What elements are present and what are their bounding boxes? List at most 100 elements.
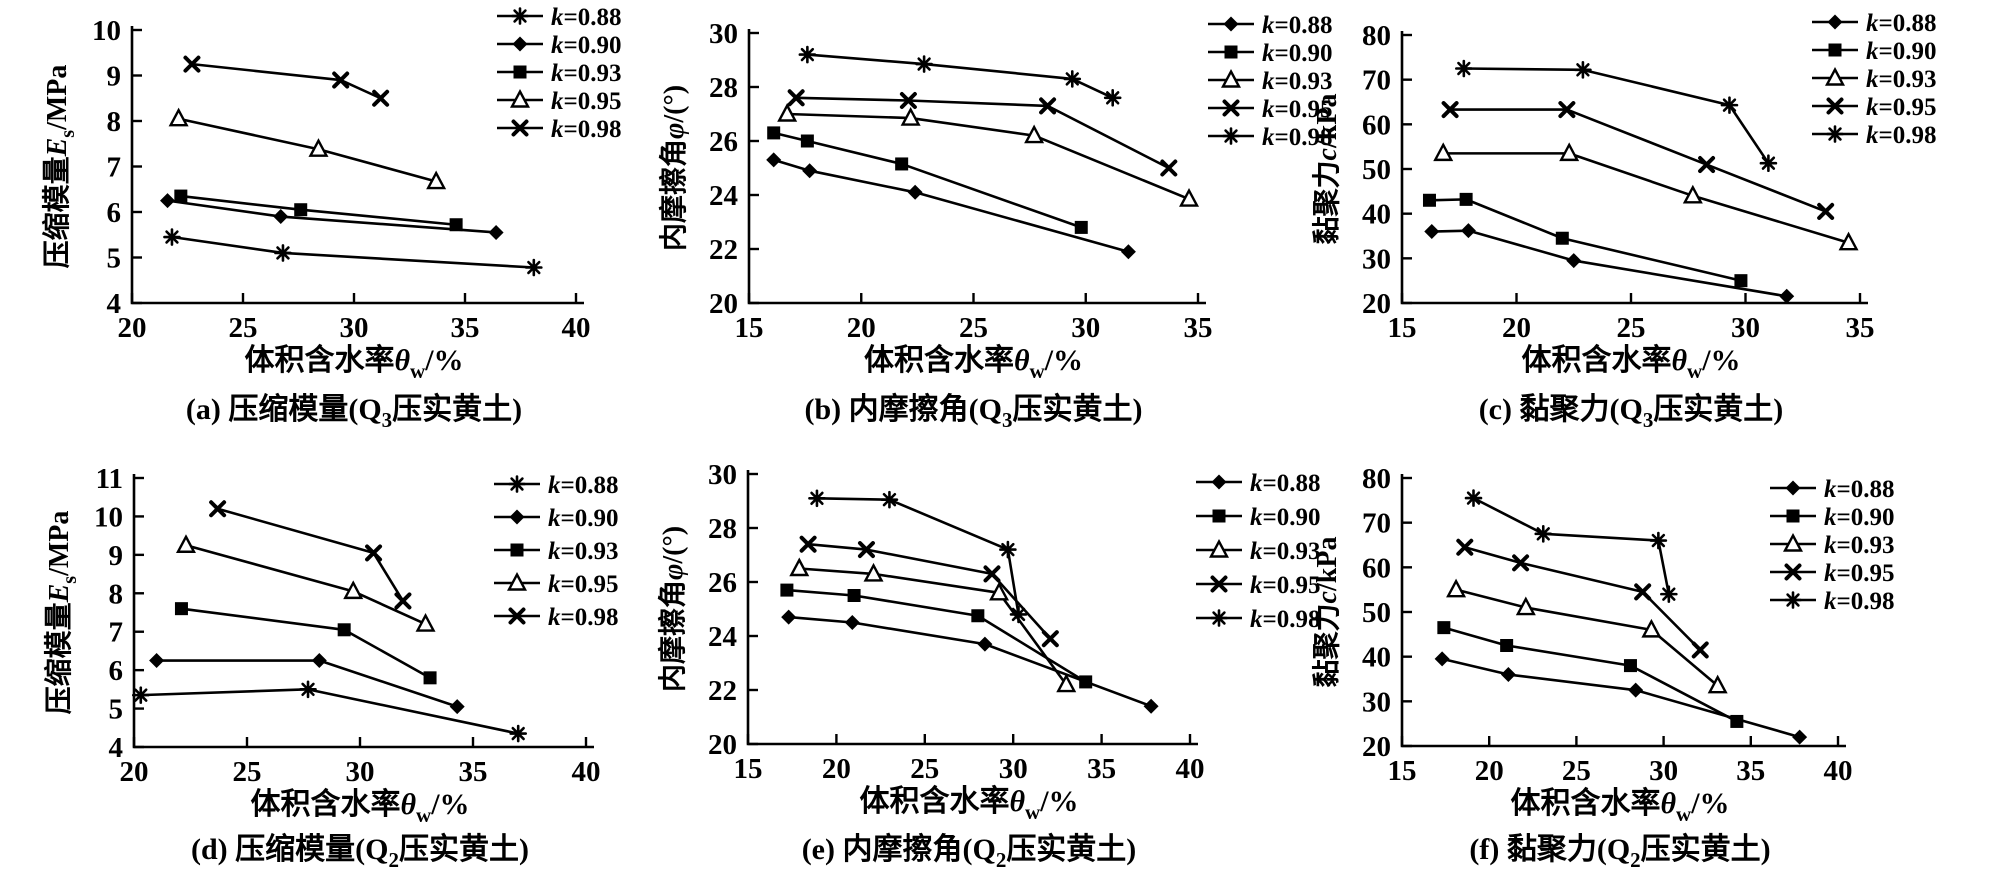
- chart-c: 15 20 25 30 3520304050607080黏聚力c/kPa体积含水率θw/…: [1311, 10, 1937, 432]
- legend-item: k=0.90: [497, 32, 622, 59]
- y-tick-label: 50: [1362, 154, 1391, 186]
- marker-square-icon: [1224, 45, 1238, 59]
- marker-triangle-icon: [1682, 184, 1703, 204]
- legend-f: k=0.88k=0.90k=0.93k=0.95k=0.98: [1770, 476, 1895, 615]
- marker-x-icon: [1558, 101, 1576, 119]
- marker-diamond-icon: [1211, 474, 1227, 490]
- y-axis-title: 压缩模量Es/MPa: [40, 65, 79, 269]
- marker-triangle-icon: [1209, 538, 1229, 558]
- x-axis-title: 体积含水率θw/%: [859, 784, 1078, 824]
- marker-square-icon: [800, 134, 814, 148]
- y-tick-label: 22: [709, 234, 738, 266]
- marker-triangle-icon: [863, 562, 884, 582]
- y-tick-label: 4: [109, 732, 124, 764]
- chart-a: 20 25 30 35 4045678910压缩模量Es/MPa体积含水率θw/%(a)…: [40, 4, 622, 432]
- y-tick-label: 6: [109, 655, 124, 687]
- marker-x-icon: [511, 119, 529, 137]
- marker-star8-icon: [1826, 125, 1844, 143]
- y-axis-title: 内摩擦角φ/(°): [656, 526, 689, 692]
- series-c-k-0.95: [1441, 101, 1835, 220]
- marker-triangle-icon: [1024, 124, 1045, 144]
- marker-diamond-icon: [781, 609, 797, 625]
- marker-diamond-icon: [1827, 14, 1843, 30]
- y-tick-label: 11: [96, 463, 123, 495]
- y-tick-label: 50: [1362, 597, 1391, 629]
- series-c-k-0.93: [1433, 142, 1859, 251]
- y-tick-label: 70: [1362, 65, 1391, 97]
- marker-diamond-icon: [509, 509, 525, 525]
- legend-item: k=0.93: [1208, 68, 1333, 95]
- legend-item: k=0.95: [1812, 94, 1937, 121]
- marker-square-icon: [423, 671, 437, 685]
- y-tick-label: 20: [1362, 731, 1391, 763]
- marker-x-icon: [1210, 575, 1228, 593]
- marker-star8-icon: [1455, 59, 1473, 78]
- x-tick-label: 15: [735, 312, 764, 344]
- y-tick-label: 28: [709, 72, 738, 104]
- series-f-k-0.95: [1456, 538, 1709, 659]
- series-f-k-0.93: [1446, 578, 1728, 694]
- legend-item: k=0.93: [497, 60, 622, 87]
- legend-item: k=0.88: [1196, 470, 1321, 497]
- x-tick-label: 40: [1824, 755, 1853, 787]
- x-tick-label: 35: [1087, 753, 1116, 785]
- marker-diamond-icon: [1460, 223, 1476, 239]
- x-axis-title: 体积含水率θw/%: [250, 787, 469, 827]
- marker-triangle-icon: [1179, 188, 1200, 207]
- legend-label: k=0.98: [1824, 588, 1895, 615]
- x-axis-title: 体积含水率θw/%: [1510, 786, 1729, 826]
- legend-item: k=0.95: [497, 88, 622, 115]
- marker-star8-icon: [1009, 605, 1028, 624]
- legend-item: k=0.90: [494, 505, 619, 532]
- marker-square-icon: [780, 583, 794, 597]
- marker-x-icon: [1691, 641, 1709, 659]
- marker-x-icon: [183, 55, 201, 73]
- legend-label: k=0.98: [1262, 124, 1333, 151]
- marker-diamond-icon: [273, 209, 289, 225]
- marker-star8-icon: [1063, 70, 1082, 88]
- chart-f: 15 20 25 30 35 4020304050607080黏聚力c/kPa体积含水率θ…: [1311, 463, 1895, 872]
- chart-caption: (d) 压缩模量(Q2压实黄土): [191, 832, 529, 872]
- x-tick-label: 30: [999, 753, 1028, 785]
- y-tick-label: 70: [1362, 508, 1391, 540]
- legend-label: k=0.95: [548, 571, 619, 598]
- series-d-k-0.90: [149, 653, 465, 715]
- marker-star8-icon: [880, 490, 899, 509]
- marker-diamond-icon: [160, 193, 176, 209]
- legend-label: k=0.88: [1262, 12, 1333, 39]
- marker-star8-icon: [509, 724, 527, 743]
- y-tick-label: 7: [107, 152, 122, 184]
- legend-label: k=0.88: [1824, 476, 1895, 503]
- marker-triangle-icon: [415, 612, 436, 632]
- legend-label: k=0.88: [1250, 470, 1321, 497]
- legend-item: k=0.95: [1196, 572, 1321, 599]
- legend-label: k=0.90: [1866, 38, 1937, 65]
- marker-diamond-icon: [1785, 480, 1801, 496]
- series-f-k-0.88: [1434, 651, 1808, 745]
- marker-star8-icon: [1720, 96, 1739, 114]
- legend-label: k=0.93: [548, 538, 619, 565]
- x-tick-label: 20: [118, 312, 147, 344]
- series-d-k-0.88: [131, 680, 527, 743]
- series-b-k-0.88: [766, 152, 1136, 260]
- marker-star8-icon: [915, 55, 933, 73]
- marker-triangle-icon: [308, 138, 329, 157]
- y-axis-title: 压缩模量Es/MPa: [42, 511, 81, 715]
- series-a-k-0.95: [168, 107, 447, 190]
- marker-triangle-icon: [1221, 68, 1241, 88]
- y-tick-label: 40: [1362, 642, 1391, 674]
- legend-label: k=0.98: [548, 604, 619, 631]
- y-tick-label: 9: [109, 540, 124, 572]
- marker-square-icon: [294, 203, 308, 217]
- marker-triangle-icon: [1056, 673, 1077, 693]
- marker-star8-icon: [1574, 61, 1592, 79]
- marker-x-icon: [372, 89, 390, 107]
- legend-label: k=0.90: [551, 32, 622, 59]
- series-a-k-0.88: [163, 228, 543, 277]
- legend-item: k=0.98: [497, 116, 622, 143]
- x-tick-label: 30: [1071, 312, 1100, 344]
- y-axis-title: 内摩擦角φ/(°): [657, 85, 690, 251]
- x-tick-label: 15: [734, 753, 763, 785]
- marker-star8-icon: [1534, 525, 1553, 543]
